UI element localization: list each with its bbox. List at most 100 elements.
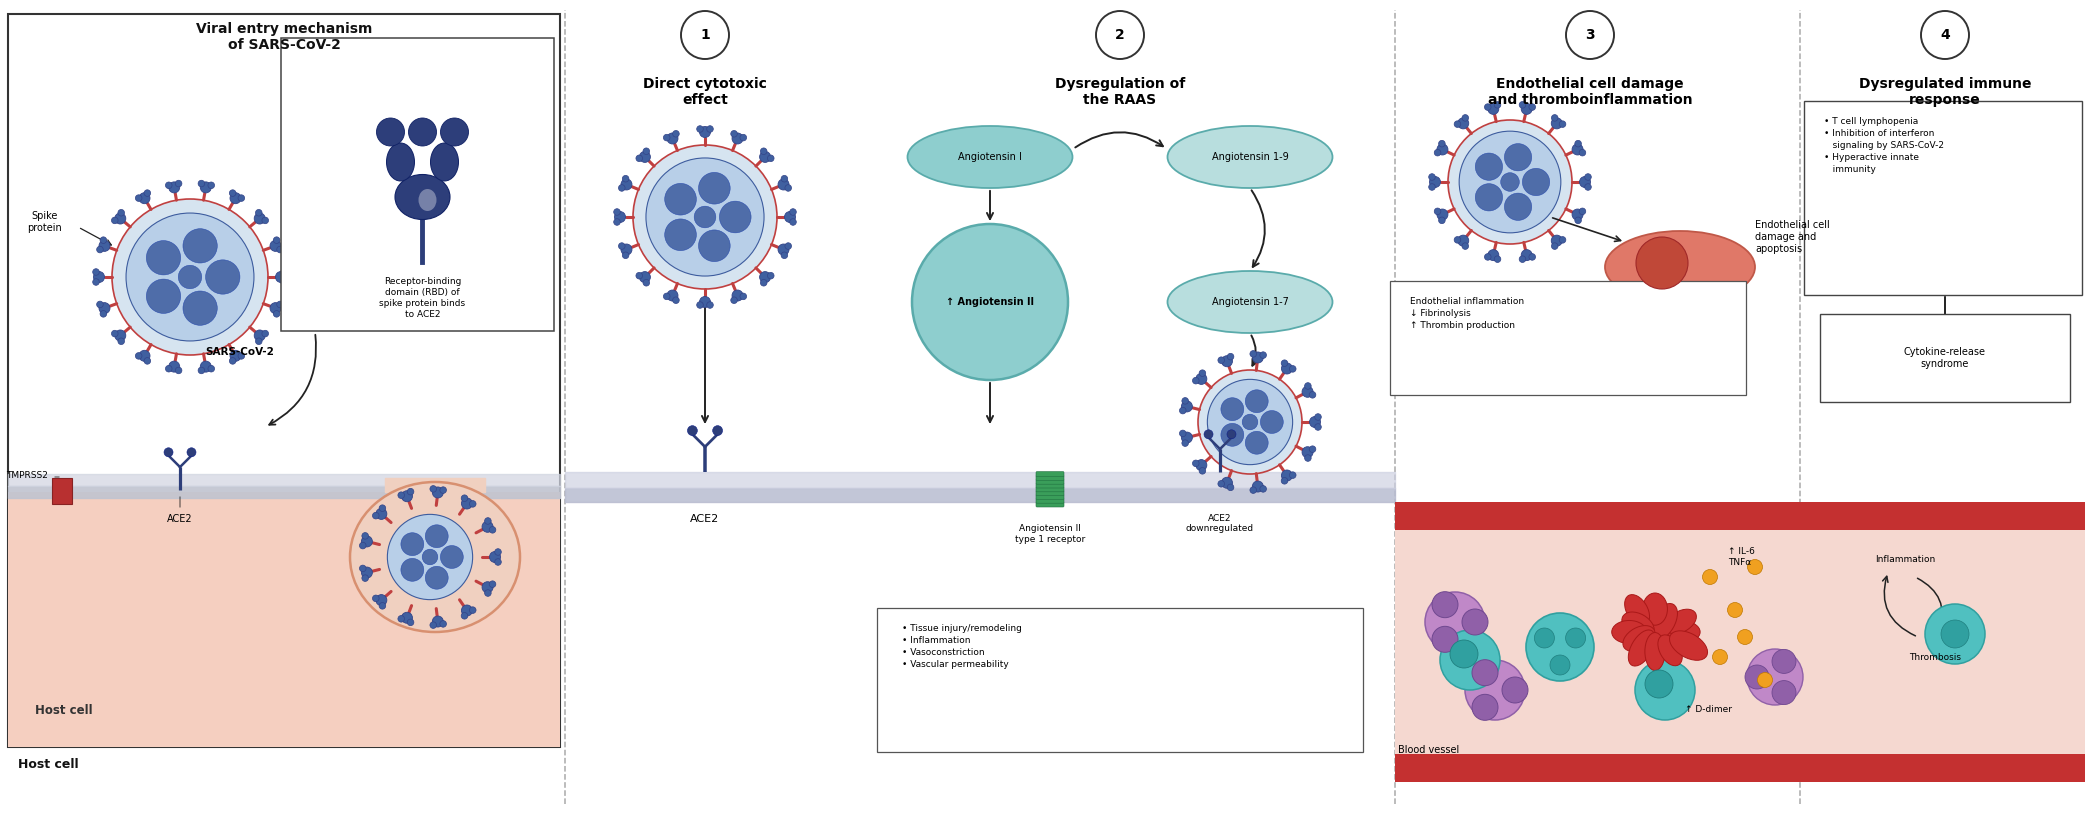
Bar [1395, 502, 2085, 530]
Text: Angiotensin 1-7: Angiotensin 1-7 [1211, 297, 1289, 307]
Circle shape [1261, 410, 1282, 433]
Circle shape [136, 195, 142, 201]
Circle shape [1457, 235, 1468, 246]
Text: ACE2
downregulated: ACE2 downregulated [1186, 514, 1253, 533]
Circle shape [1316, 423, 1322, 430]
Circle shape [461, 605, 473, 616]
Ellipse shape [1622, 612, 1653, 638]
Circle shape [425, 567, 448, 589]
Circle shape [469, 501, 475, 508]
Circle shape [183, 229, 217, 263]
Circle shape [1551, 235, 1562, 246]
Circle shape [1439, 141, 1445, 147]
Text: Endothelial inflammation
↓ Fibrinolysis
↑ Thrombin production: Endothelial inflammation ↓ Fibrinolysis … [1409, 297, 1524, 330]
Circle shape [359, 542, 367, 549]
Circle shape [782, 252, 788, 259]
Circle shape [1218, 357, 1224, 364]
Circle shape [400, 532, 423, 556]
Circle shape [1316, 414, 1322, 420]
Circle shape [663, 293, 669, 300]
Circle shape [1253, 481, 1264, 492]
Circle shape [1572, 209, 1583, 220]
Circle shape [1589, 754, 1618, 782]
Circle shape [1305, 383, 1311, 389]
Circle shape [619, 243, 626, 250]
Circle shape [784, 211, 796, 222]
FancyBboxPatch shape [1036, 475, 1063, 480]
Circle shape [1301, 447, 1314, 458]
Circle shape [115, 213, 125, 224]
Text: TMPRSS2: TMPRSS2 [6, 471, 48, 479]
Circle shape [1758, 672, 1772, 687]
Circle shape [1434, 208, 1441, 215]
Circle shape [740, 134, 746, 141]
Circle shape [229, 190, 236, 196]
Circle shape [719, 201, 751, 233]
Ellipse shape [394, 175, 450, 220]
Circle shape [165, 448, 173, 457]
Circle shape [1635, 660, 1695, 720]
Circle shape [1522, 168, 1549, 196]
Circle shape [273, 310, 279, 317]
Circle shape [363, 575, 369, 582]
Circle shape [494, 548, 500, 555]
Circle shape [1528, 104, 1535, 111]
Circle shape [682, 11, 730, 59]
Text: Angiotensin I: Angiotensin I [959, 152, 1022, 162]
Circle shape [1578, 208, 1587, 215]
Circle shape [1574, 217, 1580, 224]
Circle shape [440, 621, 446, 627]
Circle shape [1182, 398, 1188, 404]
Circle shape [1282, 363, 1293, 374]
Circle shape [1645, 670, 1672, 698]
Circle shape [759, 151, 771, 162]
Text: 1: 1 [701, 28, 709, 42]
Circle shape [1779, 754, 1808, 782]
Circle shape [1428, 184, 1434, 191]
Ellipse shape [1605, 231, 1756, 303]
Circle shape [761, 148, 767, 155]
Circle shape [1309, 446, 1316, 453]
Circle shape [1772, 650, 1795, 673]
Circle shape [432, 487, 444, 498]
Ellipse shape [907, 126, 1072, 188]
Circle shape [402, 612, 413, 623]
Circle shape [688, 426, 696, 435]
Circle shape [1476, 153, 1503, 181]
Circle shape [425, 525, 448, 547]
Text: Angiotensin 1-9: Angiotensin 1-9 [1211, 152, 1289, 162]
Ellipse shape [1168, 271, 1332, 333]
Circle shape [1501, 677, 1528, 703]
Circle shape [1280, 478, 1289, 484]
Circle shape [125, 213, 254, 341]
Circle shape [1666, 502, 1693, 530]
Circle shape [440, 487, 446, 493]
FancyBboxPatch shape [1036, 491, 1063, 496]
Circle shape [373, 513, 379, 519]
Circle shape [640, 151, 651, 162]
Circle shape [398, 492, 404, 498]
Circle shape [1920, 11, 1968, 59]
Circle shape [1245, 389, 1268, 413]
Circle shape [281, 269, 288, 275]
Circle shape [1424, 592, 1485, 652]
Circle shape [761, 280, 767, 286]
Circle shape [229, 358, 236, 364]
Circle shape [1441, 630, 1499, 690]
Circle shape [1522, 103, 1532, 114]
Circle shape [1566, 628, 1585, 648]
Circle shape [273, 237, 279, 244]
Circle shape [642, 280, 651, 286]
FancyBboxPatch shape [878, 608, 1364, 752]
Text: 3: 3 [1585, 28, 1595, 42]
Text: Angiotensin II
type 1 receptor: Angiotensin II type 1 receptor [1015, 524, 1084, 544]
Circle shape [271, 240, 281, 251]
Circle shape [1485, 104, 1491, 111]
Circle shape [277, 246, 284, 253]
Circle shape [1437, 502, 1466, 530]
Circle shape [1566, 11, 1614, 59]
Circle shape [1457, 118, 1468, 129]
Circle shape [1399, 502, 1426, 530]
Circle shape [256, 210, 263, 216]
Circle shape [698, 230, 730, 261]
